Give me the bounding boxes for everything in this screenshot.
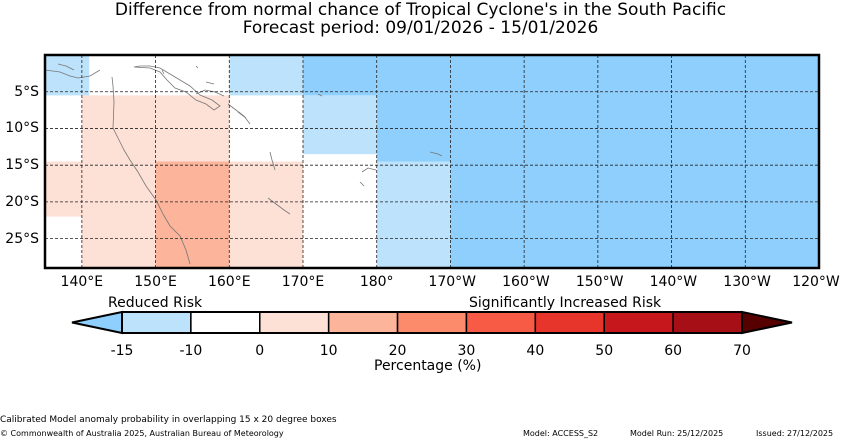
reduced-risk-label: Reduced Risk bbox=[108, 295, 203, 311]
colorbar-frame bbox=[121, 311, 743, 334]
colorbar-tick: -15 bbox=[110, 343, 134, 359]
colorbar-tick: 10 bbox=[319, 343, 338, 359]
colorbar-tick: 0 bbox=[255, 343, 265, 359]
footer-issued: Issued: 27/12/2025 bbox=[756, 429, 834, 438]
lon-tick-label: 120°W bbox=[792, 274, 840, 290]
colorbar bbox=[71, 310, 793, 335]
lat-tick-label: 20°S bbox=[5, 193, 39, 210]
colorbar-bin-0 bbox=[121, 311, 192, 334]
lon-tick-label: 160°W bbox=[502, 274, 550, 290]
probability-cells bbox=[45, 55, 819, 269]
colorbar-tick: -10 bbox=[179, 343, 203, 359]
forecast-period: Forecast period: 09/01/2026 - 15/01/2026 bbox=[242, 18, 599, 38]
colorbar-bin-6 bbox=[534, 311, 605, 334]
map-title: Difference from normal chance of Tropica… bbox=[114, 0, 727, 20]
lat-tick-label: 10°S bbox=[5, 120, 39, 137]
lon-tick-label: 170°W bbox=[428, 274, 476, 290]
colorbar-tick: 40 bbox=[526, 343, 545, 359]
lon-tick-label: 170°E bbox=[281, 274, 325, 290]
colorbar-bin-2 bbox=[259, 311, 330, 334]
lon-tick-label: 160°E bbox=[207, 274, 251, 290]
footer-model: Model: ACCESS_S2 bbox=[523, 429, 599, 438]
colorbar-extend-high bbox=[741, 310, 793, 335]
colorbar-bin-8 bbox=[672, 311, 743, 334]
probability-cell-8 bbox=[303, 95, 377, 155]
lon-tick-label: 150°E bbox=[134, 274, 177, 290]
colorbar-bin-5 bbox=[465, 311, 537, 334]
colorbar-tick: 50 bbox=[595, 343, 614, 359]
lon-tick-label: 140°E bbox=[60, 274, 104, 290]
probability-cell-6 bbox=[303, 55, 377, 96]
colorbar-bin-1 bbox=[190, 311, 261, 334]
probability-cell-2 bbox=[45, 161, 90, 217]
footer-model-run: Model Run: 25/12/2025 bbox=[630, 429, 724, 438]
lon-tick-label: 180° bbox=[359, 274, 394, 290]
footer-copyright: © Commonwealth of Australia 2025, Austra… bbox=[0, 429, 284, 438]
lat-tick-label: 15°S bbox=[5, 157, 39, 174]
colorbar-bin-4 bbox=[396, 311, 468, 334]
colorbar-bin-7 bbox=[603, 311, 674, 334]
colorbar-tick: 60 bbox=[664, 343, 683, 359]
lon-tick-label: 130°W bbox=[723, 274, 771, 290]
lon-tick-label: 140°W bbox=[649, 274, 698, 290]
coastlines bbox=[44, 63, 443, 265]
lon-tick-label: 150°W bbox=[575, 274, 624, 290]
probability-cell-9 bbox=[450, 161, 819, 268]
map-frame bbox=[43, 53, 821, 270]
lat-tick-label: 5°S bbox=[14, 83, 39, 100]
colorbar-bin-3 bbox=[327, 311, 399, 334]
probability-cell-3 bbox=[229, 161, 303, 268]
colorbar-extend-low bbox=[71, 310, 123, 335]
colorbar-tick: 30 bbox=[457, 343, 476, 359]
probability-cell-5 bbox=[229, 55, 303, 96]
probability-cell-10 bbox=[376, 161, 451, 268]
colorbar-title: Percentage (%) bbox=[374, 358, 482, 374]
lat-tick-label: 25°S bbox=[5, 230, 39, 247]
colorbar-tick: 20 bbox=[388, 343, 407, 359]
colorbar-tick: 70 bbox=[733, 343, 751, 359]
footer-method: Calibrated Model anomaly probability in … bbox=[0, 415, 337, 425]
graticule bbox=[45, 55, 819, 268]
increased-risk-label: Significantly Increased Risk bbox=[469, 295, 662, 311]
probability-cell-4 bbox=[155, 161, 230, 268]
